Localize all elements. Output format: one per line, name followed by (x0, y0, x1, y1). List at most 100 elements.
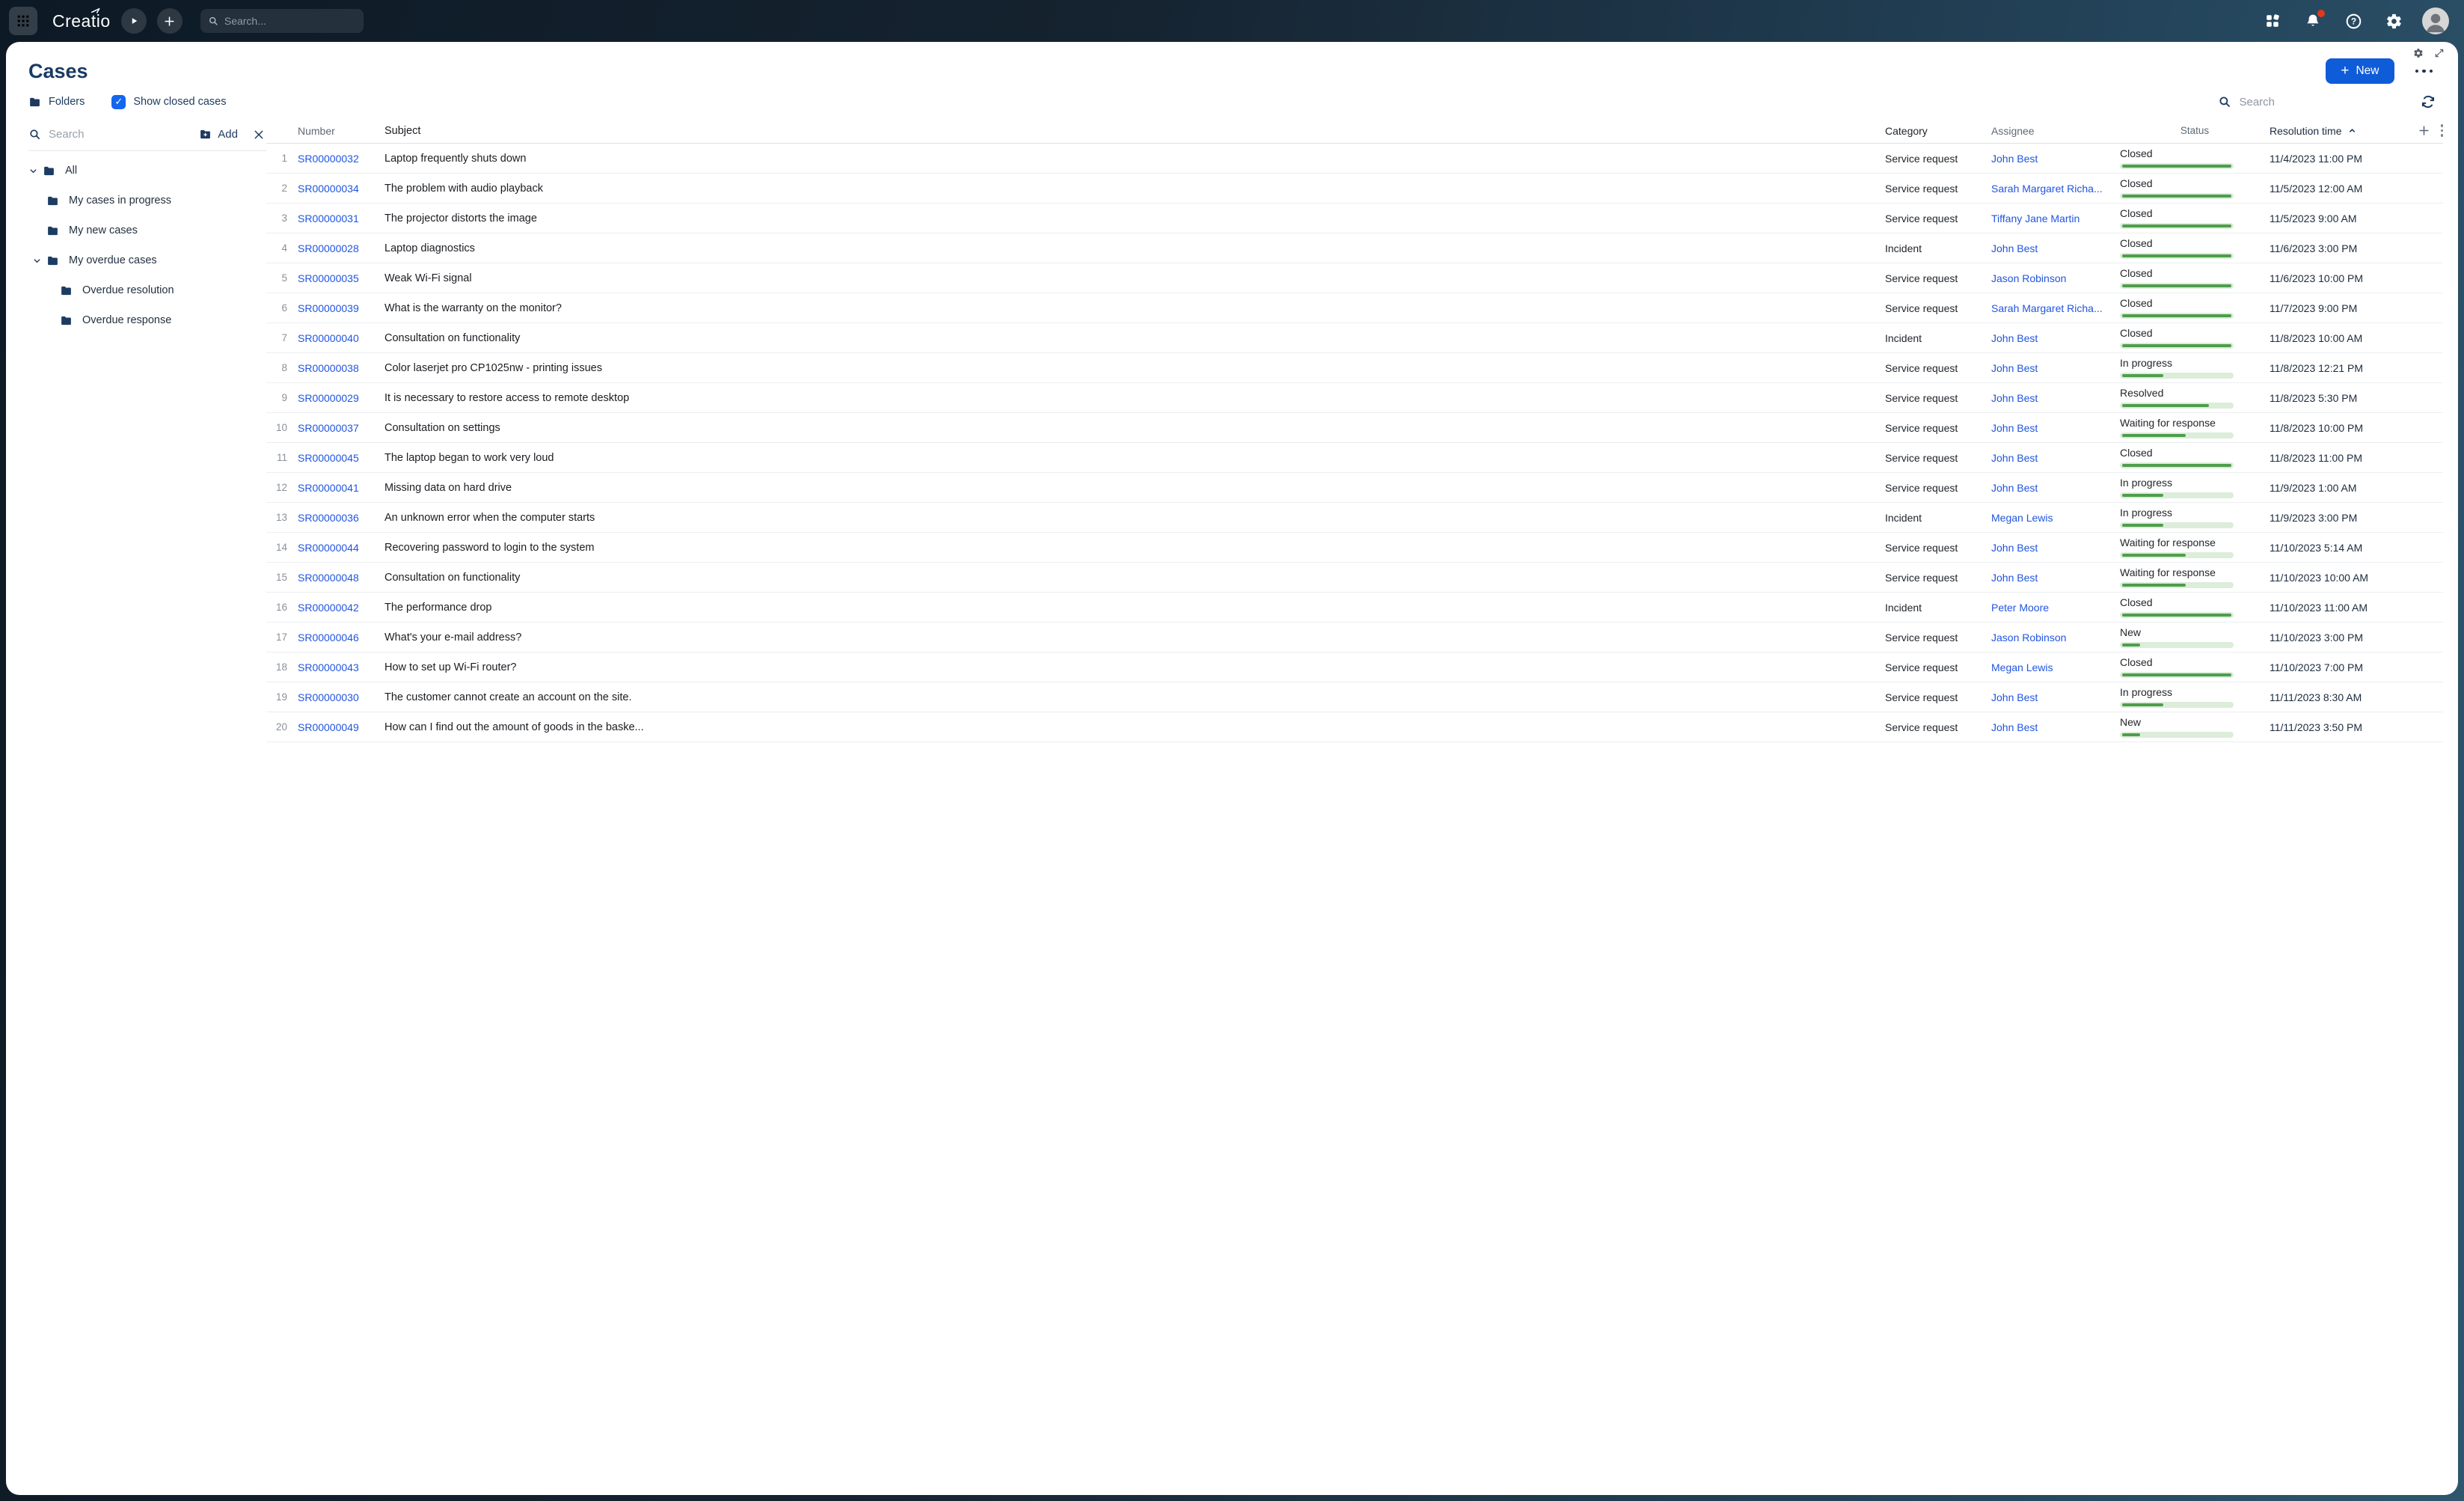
case-assignee-link[interactable]: John Best (1991, 391, 2038, 404)
table-row[interactable]: 16 SR00000042 The performance drop Incid… (266, 593, 2443, 623)
case-number-link[interactable]: SR00000031 (298, 212, 359, 224)
table-row[interactable]: 5 SR00000035 Weak Wi-Fi signal Service r… (266, 263, 2443, 293)
case-category: Service request (1885, 272, 1958, 284)
folder-tree-item[interactable]: Overdue resolution (28, 275, 266, 305)
folder-search-input[interactable] (49, 128, 200, 141)
header-resolution-time[interactable]: Resolution time (2270, 125, 2409, 137)
case-number-link[interactable]: SR00000030 (298, 691, 359, 703)
table-row[interactable]: 3 SR00000031 The projector distorts the … (266, 204, 2443, 233)
table-row[interactable]: 14 SR00000044 Recovering password to log… (266, 533, 2443, 563)
case-number-link[interactable]: SR00000042 (298, 601, 359, 614)
case-number-link[interactable]: SR00000048 (298, 571, 359, 584)
chevron-down-icon[interactable] (28, 166, 38, 176)
workplaces-button[interactable] (2264, 12, 2281, 30)
case-number-link[interactable]: SR00000049 (298, 721, 359, 733)
case-assignee-link[interactable]: John Best (1991, 361, 2038, 374)
table-row[interactable]: 9 SR00000029 It is necessary to restore … (266, 383, 2443, 413)
more-actions-button[interactable] (2415, 69, 2433, 73)
page-settings-gear-icon[interactable] (2413, 48, 2424, 58)
case-number-link[interactable]: SR00000044 (298, 541, 359, 554)
case-assignee-link[interactable]: John Best (1991, 541, 2038, 554)
case-number-link[interactable]: SR00000039 (298, 302, 359, 314)
show-closed-cases-toggle[interactable]: ✓ Show closed cases (111, 94, 226, 109)
add-column-icon[interactable] (2418, 124, 2430, 137)
case-assignee-link[interactable]: Peter Moore (1991, 601, 2050, 614)
table-row[interactable]: 19 SR00000030 The customer cannot create… (266, 682, 2443, 712)
header-assignee[interactable]: Assignee (1991, 124, 2035, 137)
quick-add-button[interactable] (156, 8, 183, 34)
table-row[interactable]: 18 SR00000043 How to set up Wi-Fi router… (266, 652, 2443, 682)
table-row[interactable]: 7 SR00000040 Consultation on functionali… (266, 323, 2443, 353)
case-number-link[interactable]: SR00000035 (298, 272, 359, 284)
case-subject: Consultation on settings (384, 421, 500, 434)
grid-search[interactable]: Search (2218, 95, 2275, 108)
case-number-link[interactable]: SR00000043 (298, 661, 359, 673)
global-search-input[interactable] (224, 15, 356, 27)
folder-tree-item[interactable]: All (28, 156, 266, 186)
checkbox-checked-icon[interactable]: ✓ (111, 94, 126, 109)
case-assignee-link[interactable]: Jason Robinson (1991, 631, 2067, 643)
folder-tree-item[interactable]: My overdue cases (28, 245, 266, 275)
case-assignee-link[interactable]: John Best (1991, 721, 2038, 733)
case-assignee-link[interactable]: Sarah Margaret Richa... (1991, 182, 2103, 195)
expand-icon[interactable] (2434, 48, 2445, 58)
settings-button[interactable] (2385, 12, 2403, 30)
case-assignee-link[interactable]: John Best (1991, 451, 2038, 464)
case-number-link[interactable]: SR00000040 (298, 331, 359, 344)
case-number-link[interactable]: SR00000037 (298, 421, 359, 434)
global-search[interactable] (200, 9, 364, 33)
case-number-link[interactable]: SR00000045 (298, 451, 359, 464)
table-row[interactable]: 1 SR00000032 Laptop frequently shuts dow… (266, 144, 2443, 174)
run-process-button[interactable] (120, 8, 147, 34)
app-launcher-button[interactable] (9, 7, 37, 35)
table-row[interactable]: 20 SR00000049 How can I find out the amo… (266, 712, 2443, 742)
chevron-down-icon[interactable] (32, 256, 42, 266)
table-row[interactable]: 17 SR00000046 What's your e-mail address… (266, 623, 2443, 652)
case-assignee-link[interactable]: Megan Lewis (1991, 661, 2053, 673)
case-assignee-link[interactable]: John Best (1991, 242, 2038, 254)
case-number-link[interactable]: SR00000029 (298, 391, 359, 404)
case-assignee-link[interactable]: Sarah Margaret Richa... (1991, 302, 2103, 314)
folder-tree-item[interactable]: My new cases (28, 215, 266, 245)
case-assignee-link[interactable]: Tiffany Jane Martin (1991, 212, 2080, 224)
table-row[interactable]: 6 SR00000039 What is the warranty on the… (266, 293, 2443, 323)
table-row[interactable]: 10 SR00000037 Consultation on settings S… (266, 413, 2443, 443)
table-row[interactable]: 11 SR00000045 The laptop began to work v… (266, 443, 2443, 473)
case-assignee-link[interactable]: John Best (1991, 152, 2038, 165)
case-assignee-link[interactable]: John Best (1991, 691, 2038, 703)
case-assignee-link[interactable]: Megan Lewis (1991, 511, 2053, 524)
folders-button[interactable]: Folders (28, 96, 85, 108)
new-button[interactable]: + New (2326, 58, 2394, 84)
refresh-button[interactable] (2421, 94, 2436, 109)
table-row[interactable]: 15 SR00000048 Consultation on functional… (266, 563, 2443, 593)
folder-tree-item[interactable]: My cases in progress (28, 186, 266, 215)
table-row[interactable]: 12 SR00000041 Missing data on hard drive… (266, 473, 2443, 503)
table-row[interactable]: 8 SR00000038 Color laserjet pro CP1025nw… (266, 353, 2443, 383)
case-number-link[interactable]: SR00000032 (298, 152, 359, 165)
case-assignee-link[interactable]: John Best (1991, 421, 2038, 434)
case-assignee-link[interactable]: John Best (1991, 481, 2038, 494)
table-row[interactable]: 2 SR00000034 The problem with audio play… (266, 174, 2443, 204)
user-avatar[interactable] (2422, 7, 2449, 34)
case-assignee-link[interactable]: John Best (1991, 571, 2038, 584)
column-menu-icon[interactable] (2440, 124, 2443, 137)
case-number-link[interactable]: SR00000034 (298, 182, 359, 195)
case-number-link[interactable]: SR00000041 (298, 481, 359, 494)
case-number-link[interactable]: SR00000028 (298, 242, 359, 254)
case-assignee-link[interactable]: Jason Robinson (1991, 272, 2067, 284)
header-category[interactable]: Category (1885, 124, 1928, 137)
table-row[interactable]: 13 SR00000036 An unknown error when the … (266, 503, 2443, 533)
header-number[interactable]: Number (298, 124, 335, 137)
case-assignee-link[interactable]: John Best (1991, 331, 2038, 344)
add-folder-button[interactable]: Add (199, 128, 238, 141)
header-status[interactable]: Status (2180, 125, 2210, 136)
table-row[interactable]: 4 SR00000028 Laptop diagnostics Incident… (266, 233, 2443, 263)
case-number-link[interactable]: SR00000046 (298, 631, 359, 643)
close-folders-button[interactable] (253, 129, 265, 141)
header-subject[interactable]: Subject (384, 124, 421, 137)
folder-tree-item[interactable]: Overdue response (28, 305, 266, 335)
notifications-button[interactable] (2304, 10, 2325, 30)
help-button[interactable] (2344, 12, 2362, 30)
case-number-link[interactable]: SR00000038 (298, 361, 359, 374)
case-number-link[interactable]: SR00000036 (298, 511, 359, 524)
